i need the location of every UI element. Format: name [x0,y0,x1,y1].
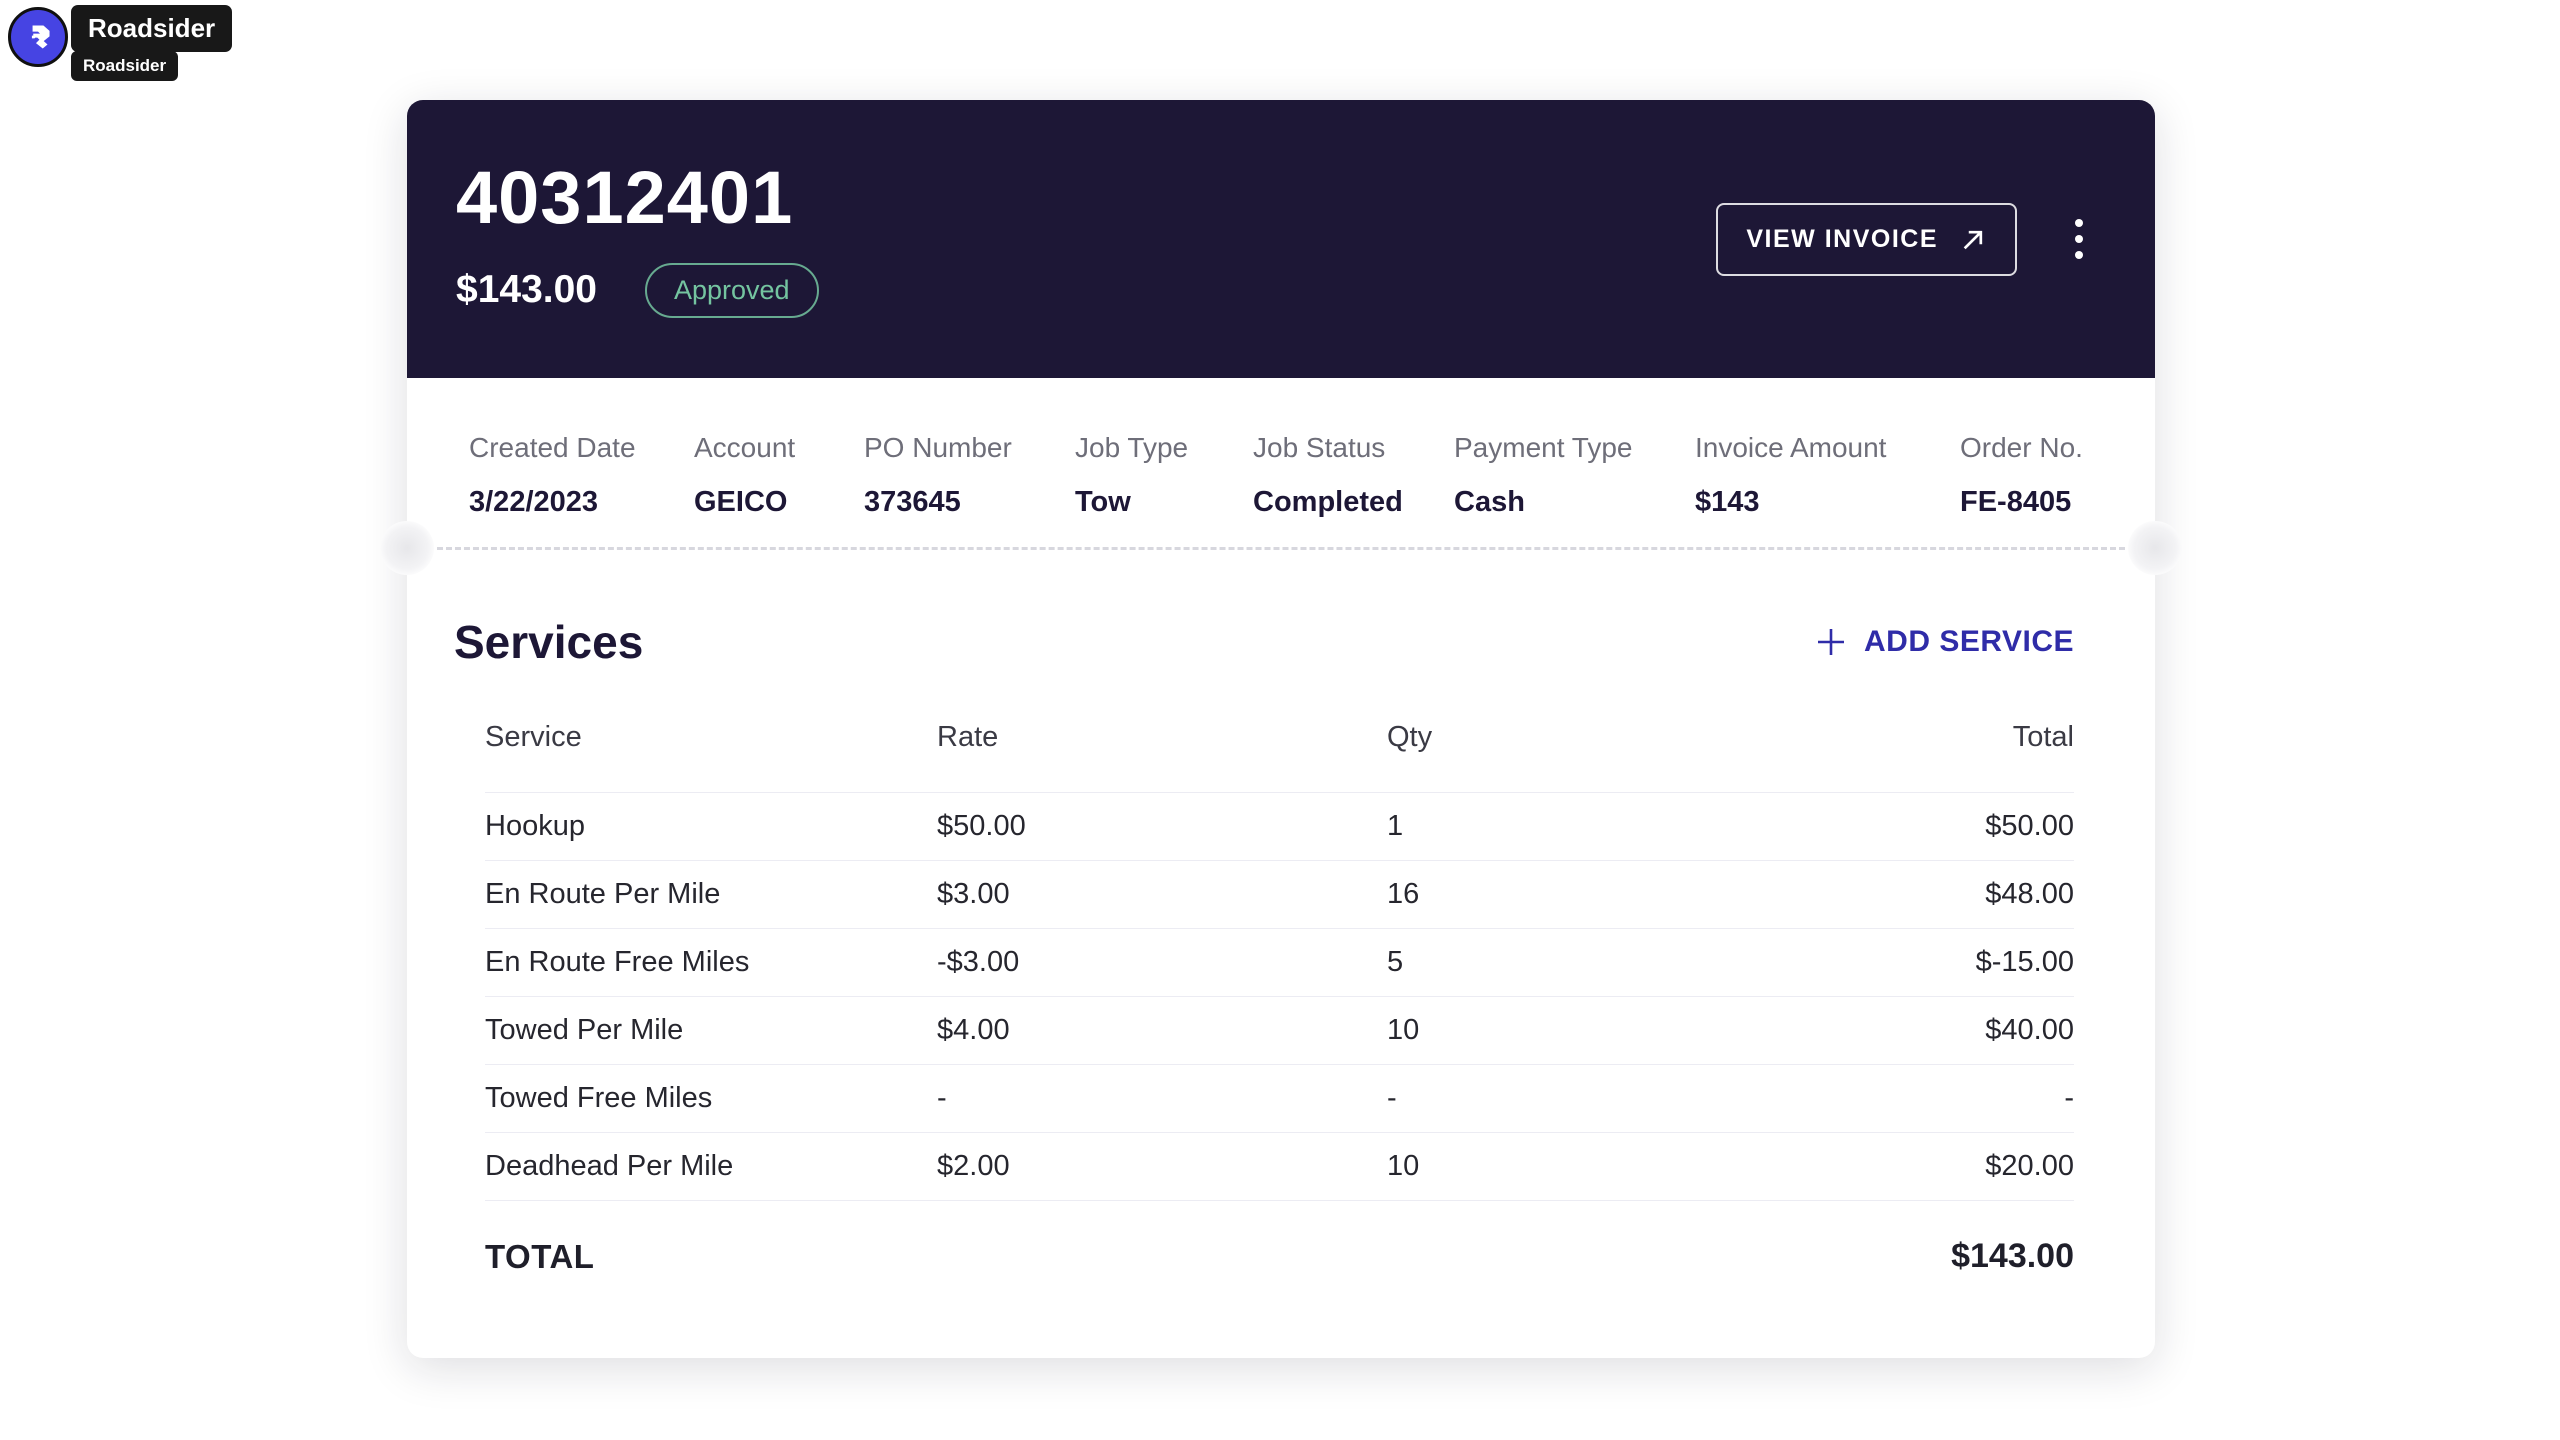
services-table: Service Rate Qty Total Hookup $50.00 1 $… [485,721,2074,1276]
order-detail: Job Status Completed [1253,432,1403,519]
view-invoice-button[interactable]: VIEW INVOICE [1716,202,2017,276]
order-detail: PO Number 373645 [864,432,1012,519]
detail-value: $143 [1695,486,1760,518]
external-link-icon [1960,226,1987,253]
services-table-body: Hookup $50.00 1 $50.00 En Route Per Mile… [485,793,2074,1201]
col-qty: Qty [1387,721,1433,753]
service-row: Towed Free Miles - - - [485,1065,2074,1133]
roadsider-logo-icon [19,18,57,56]
detail-label: Created Date [469,432,636,463]
detail-label: Account [694,432,796,463]
service-total: $48.00 [1985,878,2074,910]
kebab-icon [2075,219,2083,259]
services-section: Services ADD SERVICE Service Rate Qty [454,615,2074,1276]
service-rate: - [937,1082,947,1114]
detail-label: Job Status [1253,432,1386,463]
service-rate: -$3.00 [937,946,1020,978]
order-card: 40312401 $143.00 Approved VIEW INVOICE [380,100,2182,1358]
browser-tab-tooltip-sub: Roadsider [71,51,179,81]
service-row: Hookup $50.00 1 $50.00 [485,793,2074,861]
order-card-header: 40312401 $143.00 Approved VIEW INVOICE [407,100,2155,378]
services-table-header: Service Rate Qty Total [485,721,2074,793]
detail-value: 3/22/2023 [469,486,599,518]
order-detail: Payment Type Cash [1454,432,1632,519]
browser-tab-tooltip: Roadsider [71,5,233,52]
detail-value: GEICO [694,486,788,518]
order-detail: Job Type Tow [1075,432,1188,519]
service-row: Deadhead Per Mile $2.00 10 $20.00 [485,1133,2074,1201]
services-title: Services [454,616,644,668]
detail-value: 373645 [864,486,961,518]
service-rate: $4.00 [937,1014,1010,1046]
service-qty: 16 [1387,878,1420,910]
detail-label: Invoice Amount [1695,432,1887,463]
service-total: $40.00 [1985,1014,2074,1046]
total-label: TOTAL [485,1237,595,1275]
service-total: $-15.00 [1975,946,2074,978]
service-name: Towed Free Miles [485,1082,713,1114]
detail-value: Completed [1253,486,1403,518]
status-badge: Approved [644,262,819,318]
order-summary: 40312401 $143.00 Approved [456,155,819,318]
roadsider-logo[interactable] [8,7,68,67]
service-qty: 10 [1387,1014,1420,1046]
add-service-label: ADD SERVICE [1864,625,2074,658]
order-amount: $143.00 [456,268,597,311]
ticket-notch-right [2128,521,2182,575]
col-rate: Rate [937,721,999,753]
service-qty: 5 [1387,946,1404,978]
ticket-notch-left [380,521,434,575]
service-rate: $2.00 [937,1150,1010,1182]
more-options-button[interactable] [2065,209,2093,269]
order-detail: Created Date 3/22/2023 [469,432,636,519]
service-row: En Route Free Miles -$3.00 5 $-15.00 [485,929,2074,997]
services-total-row: TOTAL $143.00 [485,1201,2074,1276]
service-name: En Route Per Mile [485,878,721,910]
service-qty: 10 [1387,1150,1420,1182]
detail-value: FE-8405 [1960,486,2072,518]
dashed-divider [437,547,2125,550]
service-rate: $3.00 [937,878,1010,910]
col-total: Total [2012,721,2074,753]
service-row: Towed Per Mile $4.00 10 $40.00 [485,997,2074,1065]
detail-label: Order No. [1960,432,2083,463]
detail-value: Tow [1075,486,1131,518]
service-qty: 1 [1387,810,1404,842]
service-total: $50.00 [1985,810,2074,842]
service-total: $20.00 [1985,1150,2074,1182]
service-total: - [2064,1082,2074,1114]
detail-label: PO Number [864,432,1012,463]
add-service-button[interactable]: ADD SERVICE [1814,625,2074,659]
detail-label: Payment Type [1454,432,1633,463]
service-name: Deadhead Per Mile [485,1150,734,1182]
service-name: En Route Free Miles [485,946,750,978]
detail-value: Cash [1454,486,1525,518]
order-detail: Account GEICO [694,432,795,519]
total-value: $143.00 [1951,1237,2074,1275]
col-service: Service [485,721,582,753]
view-invoice-label: VIEW INVOICE [1746,224,1938,253]
order-detail: Order No. FE-8405 [1960,432,2083,519]
service-qty: - [1387,1082,1397,1114]
detail-label: Job Type [1075,432,1189,463]
service-name: Towed Per Mile [485,1014,684,1046]
order-detail: Invoice Amount $143 [1695,432,1886,519]
plus-icon [1814,625,1848,659]
order-details-row: Created Date 3/22/2023 Account GEICO PO … [407,432,2155,552]
service-name: Hookup [485,810,585,842]
order-number: 40312401 [456,155,794,239]
service-rate: $50.00 [937,810,1026,842]
service-row: En Route Per Mile $3.00 16 $48.00 [485,861,2074,929]
